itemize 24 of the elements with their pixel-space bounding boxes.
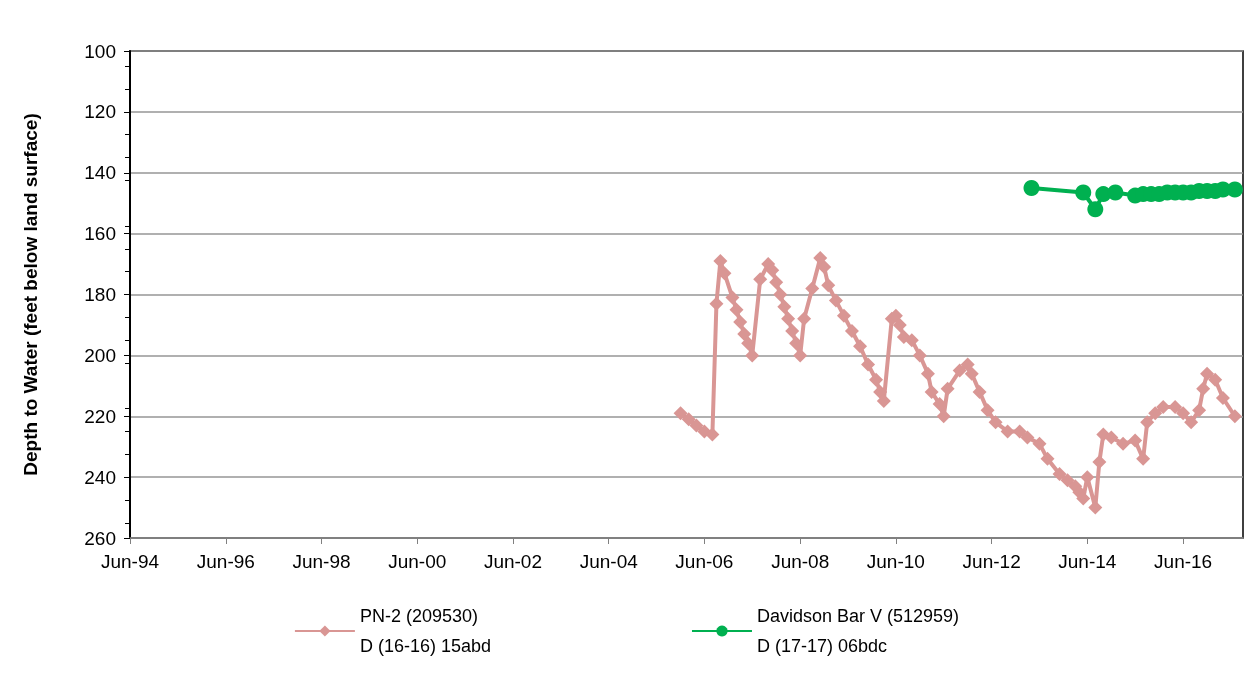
x-tick-label: Jun-10 <box>866 551 925 572</box>
y-tick-label: 240 <box>84 466 116 488</box>
legend-label: Davidson Bar V (512959) D (17-17) 06bdc <box>756 606 960 656</box>
y-tick-label: 140 <box>84 162 116 184</box>
x-tick-label: Jun-98 <box>292 551 351 572</box>
legend-label: PN-2 (209530) D (16-16) 15abd <box>359 606 491 656</box>
x-tick-label: Jun-02 <box>483 551 542 572</box>
y-tick-label: 180 <box>84 284 116 305</box>
x-tick-label: Jun-96 <box>196 551 255 572</box>
y-tick-label: 200 <box>84 344 116 366</box>
y-tick-label: 100 <box>84 40 116 62</box>
x-tick-label: Jun-14 <box>1058 551 1117 572</box>
x-tick-label: Jun-00 <box>388 551 447 572</box>
y-tick-label: 260 <box>84 527 116 549</box>
x-tick-label: Jun-04 <box>579 551 639 572</box>
y-tick-label: 220 <box>84 405 116 427</box>
x-tick-label: Jun-12 <box>962 551 1021 572</box>
y-tick-label: 120 <box>84 101 116 123</box>
x-tick-label: Jun-94 <box>100 551 160 572</box>
y-tick-label: 160 <box>84 223 116 245</box>
x-tick-label: Jun-06 <box>675 551 734 572</box>
x-tick-label: Jun-08 <box>771 551 830 572</box>
x-tick-label: Jun-16 <box>1154 551 1213 572</box>
y-axis-title: Depth to Water (feet below land surface) <box>20 113 41 476</box>
